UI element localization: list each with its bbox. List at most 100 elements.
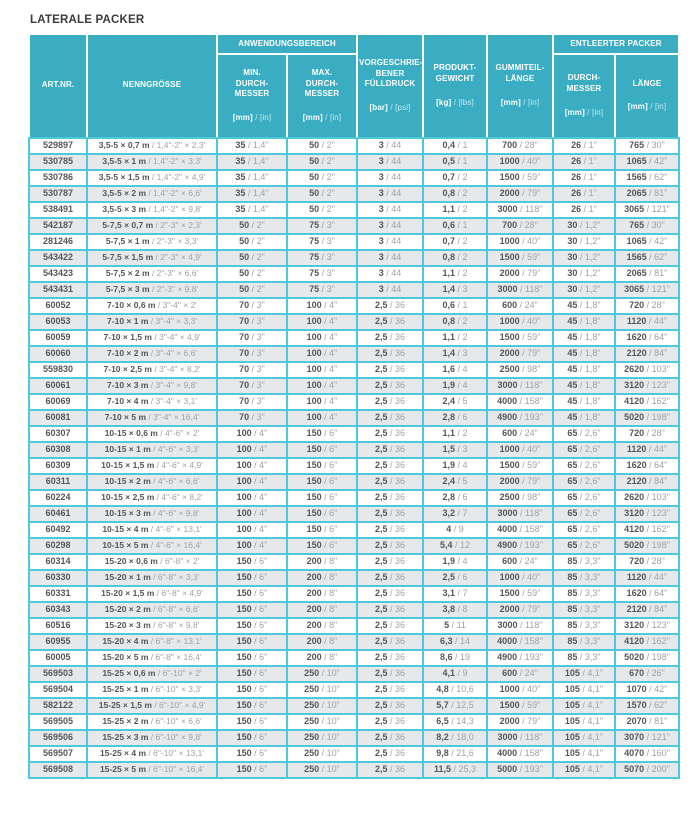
art-nr-cell: 559830 bbox=[28, 360, 88, 379]
nenngroesse-cell: 3,5-5 × 1,5 m / 1,4"-2" × 4,9' bbox=[86, 168, 218, 187]
fuelldruck-cell: 2,5 / 36 bbox=[356, 504, 425, 523]
fuelldruck-cell: 2,5 / 36 bbox=[356, 680, 425, 699]
produktgewicht-cell: 2,4 / 5 bbox=[422, 392, 489, 411]
produktgewicht-cell: 1,1 / 2 bbox=[422, 200, 489, 219]
page-title: LATERALE PACKER bbox=[30, 14, 145, 26]
col-header-entleert-laenge-label: LÄNGE bbox=[632, 78, 662, 88]
entleert-durchmesser-cell: 45 / 1,8" bbox=[552, 392, 617, 411]
art-nr-cell: 582122 bbox=[28, 696, 88, 715]
fuelldruck-cell: 2,5 / 36 bbox=[356, 312, 425, 331]
entleert-durchmesser-cell: 65 / 2,6" bbox=[552, 536, 617, 555]
entleert-durchmesser-cell: 105 / 4,1" bbox=[552, 664, 617, 683]
min-durchmesser-cell: 150 / 6" bbox=[216, 552, 288, 571]
table-row: 60005 15-20 × 5 m / 6"-8" × 16,4' 150 / 6"… bbox=[28, 648, 681, 667]
art-nr-cell: 569508 bbox=[28, 760, 88, 779]
col-header-gummiteillaenge-units: [mm] / [in] bbox=[500, 97, 540, 107]
gummiteillaenge-cell: 2000 / 79" bbox=[486, 264, 555, 283]
min-durchmesser-cell: 50 / 2" bbox=[216, 280, 288, 299]
art-nr-cell: 60005 bbox=[28, 648, 88, 667]
table-row: 543423 5-7,5 × 2 m / 2"-3" × 6,6' 50 / 2" 7… bbox=[28, 264, 681, 283]
fuelldruck-cell: 2,5 / 36 bbox=[356, 536, 425, 555]
produktgewicht-cell: 2,8 / 6 bbox=[422, 488, 489, 507]
min-durchmesser-cell: 70 / 3" bbox=[216, 360, 288, 379]
gummiteillaenge-cell: 3000 / 118" bbox=[486, 376, 555, 395]
max-durchmesser-cell: 150 / 6" bbox=[285, 536, 359, 555]
col-header-fuelldruck-label: VORGESCHRIE- BENER FÜLLDRUCK bbox=[359, 57, 423, 89]
gummiteillaenge-cell: 1000 / 40" bbox=[486, 568, 555, 587]
nenngroesse-cell: 7-10 × 1 m / 3"-4" × 3,3' bbox=[86, 312, 218, 331]
entleert-laenge-cell: 2120 / 84" bbox=[614, 600, 681, 619]
entleert-laenge-cell: 3120 / 123" bbox=[614, 504, 681, 523]
produktgewicht-cell: 1,4 / 3 bbox=[422, 280, 489, 299]
table-row: 569506 15-25 × 3 m / 6"-10" × 9,8' 150 / 6… bbox=[28, 728, 681, 747]
fuelldruck-cell: 2,5 / 36 bbox=[356, 600, 425, 619]
art-nr-cell: 60053 bbox=[28, 312, 88, 331]
produktgewicht-cell: 4 / 9 bbox=[422, 520, 489, 539]
max-durchmesser-cell: 100 / 4" bbox=[285, 376, 359, 395]
table-row: 582122 15-25 × 1,5 m / 6"-10" × 4,9' 150 /… bbox=[28, 696, 681, 715]
art-nr-cell: 60307 bbox=[28, 424, 88, 443]
produktgewicht-cell: 5,7 / 12,5 bbox=[422, 696, 489, 715]
entleert-durchmesser-cell: 30 / 1,2" bbox=[552, 232, 617, 251]
entleert-laenge-cell: 1620 / 64" bbox=[614, 456, 681, 475]
max-durchmesser-cell: 100 / 4" bbox=[285, 408, 359, 427]
gummiteillaenge-cell: 2000 / 79" bbox=[486, 712, 555, 731]
entleert-laenge-cell: 5070 / 200" bbox=[614, 760, 681, 779]
table-row: 60955 15-20 × 4 m / 6"-8" × 13,1' 150 / 6"… bbox=[28, 632, 681, 651]
col-header-nenngroesse: NENNGRÖSSE bbox=[86, 33, 218, 139]
nenngroesse-cell: 15-20 × 1 m / 6"-8" × 3,3' bbox=[86, 568, 218, 587]
table-row: 529897 3,5-5 × 0,7 m / 1,4"-2" × 2,3' 35 /… bbox=[28, 136, 681, 155]
art-nr-cell: 60955 bbox=[28, 632, 88, 651]
gummiteillaenge-cell: 4000 / 158" bbox=[486, 520, 555, 539]
max-durchmesser-cell: 100 / 4" bbox=[285, 296, 359, 315]
col-header-gummiteillaenge-label: GUMMITEIL- LÄNGE bbox=[495, 63, 545, 83]
fuelldruck-cell: 2,5 / 36 bbox=[356, 696, 425, 715]
table-body: 529897 3,5-5 × 0,7 m / 1,4"-2" × 2,3' 35 /… bbox=[28, 136, 681, 779]
min-durchmesser-cell: 100 / 4" bbox=[216, 504, 288, 523]
produktgewicht-cell: 3,1 / 7 bbox=[422, 584, 489, 603]
min-durchmesser-cell: 150 / 6" bbox=[216, 600, 288, 619]
art-nr-cell: 529897 bbox=[28, 136, 88, 155]
gummiteillaenge-cell: 1500 / 59" bbox=[486, 248, 555, 267]
fuelldruck-cell: 3 / 44 bbox=[356, 136, 425, 155]
max-durchmesser-cell: 250 / 10" bbox=[285, 664, 359, 683]
max-durchmesser-cell: 75 / 3" bbox=[285, 216, 359, 235]
nenngroesse-cell: 3,5-5 × 2 m / 1,4"-2" × 6,6' bbox=[86, 184, 218, 203]
gummiteillaenge-cell: 4900 / 193" bbox=[486, 536, 555, 555]
min-durchmesser-cell: 35 / 1,4" bbox=[216, 200, 288, 219]
art-nr-cell: 60059 bbox=[28, 328, 88, 347]
entleert-laenge-cell: 4120 / 162" bbox=[614, 632, 681, 651]
nenngroesse-cell: 10-15 × 1,5 m / 4"-6" × 4,9' bbox=[86, 456, 218, 475]
nenngroesse-cell: 7-10 × 4 m / 3"-4" × 3,1' bbox=[86, 392, 218, 411]
gummiteillaenge-cell: 1500 / 59" bbox=[486, 328, 555, 347]
gummiteillaenge-cell: 1000 / 40" bbox=[486, 680, 555, 699]
nenngroesse-cell: 3,5-5 × 3 m / 1,4"-2" × 9,8' bbox=[86, 200, 218, 219]
min-durchmesser-cell: 150 / 6" bbox=[216, 680, 288, 699]
table-row: 60307 10-15 × 0,6 m / 4"-6" × 2' 100 / 4" 1… bbox=[28, 424, 681, 443]
fuelldruck-cell: 3 / 44 bbox=[356, 232, 425, 251]
produktgewicht-cell: 4,1 / 9 bbox=[422, 664, 489, 683]
gummiteillaenge-cell: 600 / 24" bbox=[486, 296, 555, 315]
produktgewicht-cell: 0,7 / 2 bbox=[422, 232, 489, 251]
fuelldruck-cell: 2,5 / 36 bbox=[356, 616, 425, 635]
entleert-laenge-cell: 2065 / 81" bbox=[614, 264, 681, 283]
fuelldruck-cell: 2,5 / 36 bbox=[356, 728, 425, 747]
entleert-durchmesser-cell: 85 / 3,3" bbox=[552, 600, 617, 619]
gummiteillaenge-cell: 1000 / 40" bbox=[486, 152, 555, 171]
table-row: 569504 15-25 × 1 m / 6"-10" × 3,3' 150 / 6… bbox=[28, 680, 681, 699]
art-nr-cell: 569505 bbox=[28, 712, 88, 731]
fuelldruck-cell: 3 / 44 bbox=[356, 152, 425, 171]
col-header-max-durchmesser-units: [mm] / [in] bbox=[302, 112, 342, 122]
gummiteillaenge-cell: 1500 / 59" bbox=[486, 584, 555, 603]
col-header-produktgewicht-units: [kg] / [lbs] bbox=[436, 97, 474, 107]
nenngroesse-cell: 10-15 × 3 m / 4"-6" × 9,8' bbox=[86, 504, 218, 523]
table-row: 569507 15-25 × 4 m / 6"-10" × 13,1' 150 / … bbox=[28, 744, 681, 763]
entleert-laenge-cell: 720 / 28" bbox=[614, 424, 681, 443]
art-nr-cell: 60308 bbox=[28, 440, 88, 459]
min-durchmesser-cell: 150 / 6" bbox=[216, 712, 288, 731]
nenngroesse-cell: 10-15 × 2 m / 4"-6" × 6,6' bbox=[86, 472, 218, 491]
entleert-durchmesser-cell: 85 / 3,3" bbox=[552, 616, 617, 635]
entleert-durchmesser-cell: 105 / 4,1" bbox=[552, 712, 617, 731]
min-durchmesser-cell: 100 / 4" bbox=[216, 488, 288, 507]
art-nr-cell: 60298 bbox=[28, 536, 88, 555]
